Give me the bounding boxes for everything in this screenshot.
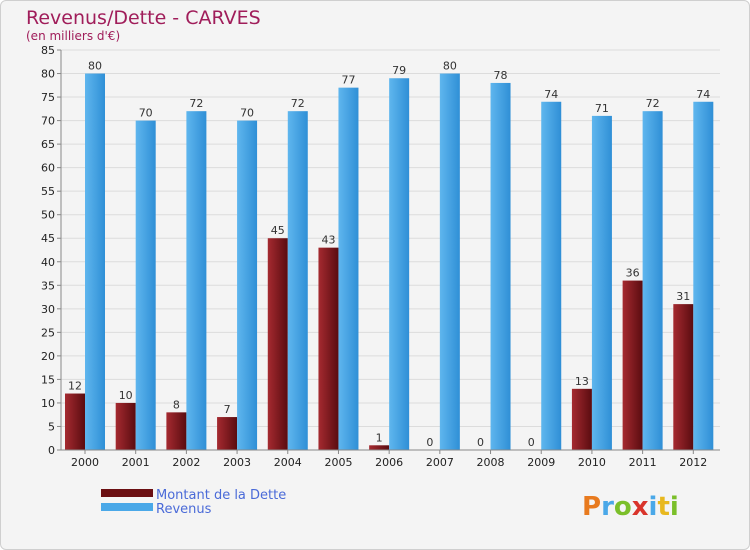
x-tick-label: 2001 (122, 456, 150, 469)
value-label-dette: 0 (528, 436, 535, 449)
bar-revenus (642, 111, 663, 451)
value-label-dette: 31 (676, 290, 690, 303)
x-tick-label: 2005 (324, 456, 352, 469)
value-label-revenus: 77 (341, 74, 355, 87)
bar-revenus (490, 82, 511, 451)
legend: Montant de la Dette Revenus (101, 488, 286, 517)
legend-swatch-dette (101, 489, 153, 497)
x-tick-label: 2008 (477, 456, 505, 469)
y-tick-label: 45 (41, 232, 55, 245)
y-tick-label: 50 (41, 209, 55, 222)
x-tick-label: 2009 (527, 456, 555, 469)
bar-dette (369, 445, 390, 450)
value-label-revenus: 72 (189, 97, 203, 110)
bar-revenus (591, 115, 612, 450)
chart-subtitle: (en milliers d'€) (26, 29, 120, 43)
chart-title: Revenus/Dette - CARVES (26, 7, 261, 29)
value-label-dette: 1 (376, 431, 383, 444)
value-label-dette: 10 (119, 389, 133, 402)
bar-revenus (389, 78, 410, 450)
value-label-dette: 7 (224, 403, 231, 416)
y-tick-label: 0 (48, 444, 55, 457)
bars: 12 80 10 70 8 72 7 70 45 72 43 77 1 79 0 80 0 78 0 74 13 71 36… (65, 60, 714, 451)
x-tick-label: 2002 (172, 456, 200, 469)
bar-revenus (85, 73, 105, 450)
y-tick-label: 40 (41, 256, 55, 269)
bar-dette (622, 280, 643, 450)
bar-dette (115, 402, 136, 450)
y-tick-label: 5 (48, 420, 55, 433)
x-tick-label: 2010 (578, 456, 606, 469)
bar-dette (571, 388, 592, 450)
value-label-revenus: 74 (544, 88, 558, 101)
bar-dette (166, 412, 187, 450)
value-label-dette: 0 (477, 436, 484, 449)
value-label-revenus: 72 (291, 97, 305, 110)
bar-dette (318, 247, 339, 450)
bar-dette (673, 304, 694, 450)
value-label-revenus: 80 (443, 60, 457, 73)
y-tick-label: 30 (41, 303, 55, 316)
value-label-revenus: 72 (646, 97, 660, 110)
value-label-dette: 0 (426, 436, 433, 449)
y-tick-label: 15 (41, 373, 55, 386)
value-label-dette: 45 (271, 224, 285, 237)
x-tick-label: 2012 (679, 456, 707, 469)
y-tick-label: 65 (41, 138, 55, 151)
x-axis: 2000 2001 2002 2003 2004 2005 2006 2007 2008 2009… (71, 450, 707, 469)
value-label-revenus: 79 (392, 64, 406, 77)
y-tick-label: 10 (41, 397, 55, 410)
y-tick-label: 75 (41, 91, 55, 104)
value-label-dette: 43 (321, 234, 335, 247)
value-label-revenus: 70 (139, 107, 153, 120)
bar-revenus (439, 73, 460, 450)
value-label-dette: 12 (68, 380, 82, 393)
y-tick-label: 80 (41, 68, 55, 81)
bar-revenus (338, 87, 359, 450)
bar-revenus (237, 120, 258, 451)
bar-dette (267, 238, 288, 450)
x-tick-label: 2003 (223, 456, 251, 469)
y-tick-label: 20 (41, 350, 55, 363)
bar-revenus (135, 120, 156, 451)
y-tick-label: 25 (41, 326, 55, 339)
legend-label-revenus: Revenus (156, 502, 212, 517)
value-label-revenus: 74 (696, 88, 710, 101)
legend-label-dette: Montant de la Dette (156, 488, 286, 503)
x-tick-label: 2011 (629, 456, 657, 469)
value-label-revenus: 78 (494, 69, 508, 82)
x-tick-label: 2000 (71, 456, 99, 469)
legend-swatch-revenus (101, 503, 153, 511)
value-label-dette: 8 (173, 398, 180, 411)
proxiti-logo: Proxiti (582, 492, 679, 522)
value-label-revenus: 71 (595, 102, 609, 115)
bar-revenus (287, 111, 308, 451)
bar-revenus (186, 111, 207, 451)
x-tick-label: 2007 (426, 456, 454, 469)
value-label-revenus: 80 (88, 60, 102, 73)
x-tick-label: 2004 (274, 456, 302, 469)
y-tick-label: 35 (41, 279, 55, 292)
bar-dette (217, 417, 238, 450)
value-label-dette: 13 (575, 375, 589, 388)
value-label-dette: 36 (626, 267, 640, 280)
y-tick-label: 55 (41, 185, 55, 198)
y-tick-label: 60 (41, 162, 55, 175)
x-tick-label: 2006 (375, 456, 403, 469)
value-label-revenus: 70 (240, 107, 254, 120)
bar-revenus (541, 101, 562, 450)
y-tick-label: 70 (41, 115, 55, 128)
y-axis: 0 5 10 15 20 25 30 35 40 45 50 55 60 65 70 75 80 85 (41, 44, 61, 457)
y-tick-label: 85 (41, 44, 55, 57)
bar-revenus (693, 101, 714, 450)
bar-dette (65, 393, 85, 450)
